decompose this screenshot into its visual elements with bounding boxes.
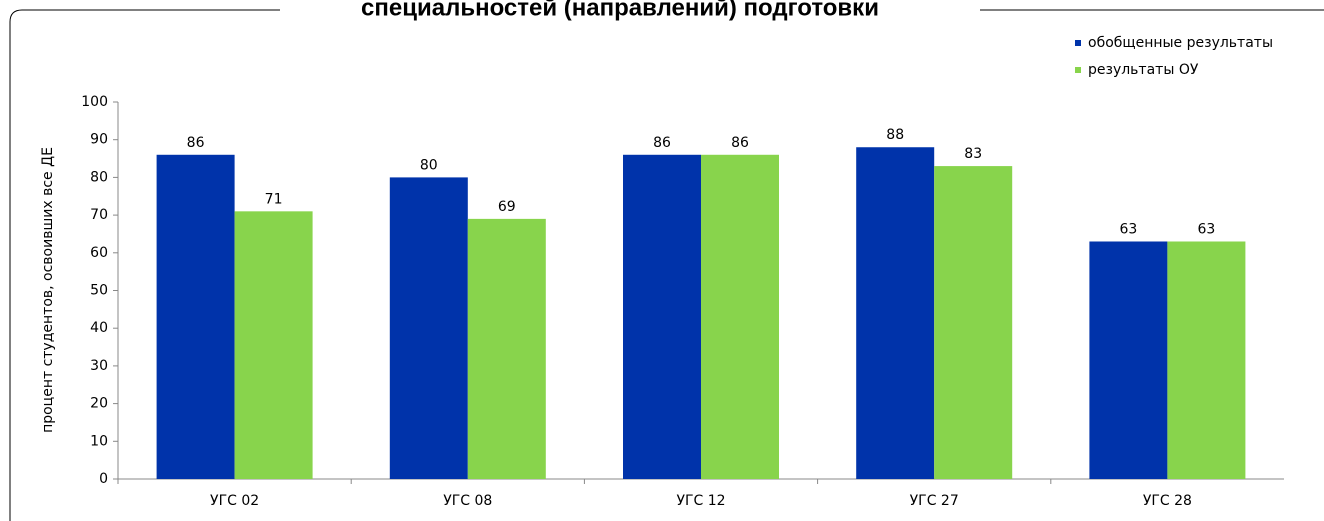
y-tick-label: 0	[99, 471, 108, 487]
chart-title: специальностей (направлений) подготовки	[361, 0, 879, 21]
y-tick-label: 60	[90, 245, 108, 261]
data-label: 69	[498, 199, 516, 215]
legend-label: обобщенные результаты	[1088, 35, 1273, 51]
y-tick-label: 30	[90, 358, 108, 374]
y-tick-label: 20	[90, 396, 108, 412]
data-label: 86	[187, 135, 205, 151]
bar	[1167, 241, 1246, 479]
bar	[234, 211, 313, 479]
chart-frame	[9, 9, 1324, 521]
y-tick-label: 80	[90, 169, 108, 185]
bar	[934, 166, 1013, 479]
bar	[701, 154, 779, 479]
y-tick-label: 90	[90, 132, 108, 148]
y-tick-label: 40	[90, 320, 108, 336]
data-label: 63	[1119, 221, 1137, 237]
legend-swatch	[1075, 67, 1081, 73]
legend-swatch	[1075, 40, 1081, 46]
x-tick-label: УГС 12	[676, 493, 725, 509]
data-label: 88	[886, 127, 904, 143]
bar	[1089, 241, 1168, 479]
x-tick-label: УГС 02	[210, 493, 259, 509]
x-tick-label: УГС 27	[910, 493, 959, 509]
bar	[156, 154, 235, 479]
x-tick-label: УГС 08	[443, 493, 492, 509]
bar	[623, 154, 701, 479]
bar	[467, 218, 546, 479]
bar	[856, 147, 935, 480]
data-label: 71	[265, 191, 283, 207]
title-backdrop	[280, 0, 980, 20]
x-tick-label: УГС 28	[1143, 493, 1192, 509]
data-label: 86	[731, 135, 749, 151]
y-tick-label: 10	[90, 433, 108, 449]
data-label: 86	[653, 135, 671, 151]
y-tick-label: 100	[81, 94, 108, 110]
legend-label: результаты ОУ	[1088, 62, 1199, 78]
y-tick-label: 50	[90, 283, 108, 299]
data-label: 63	[1197, 221, 1215, 237]
y-axis-label: процент студентов, освоивших все ДЕ	[40, 147, 56, 433]
y-tick-label: 70	[90, 207, 108, 223]
data-label: 80	[420, 157, 438, 173]
data-label: 83	[964, 146, 982, 162]
bar	[389, 177, 468, 479]
